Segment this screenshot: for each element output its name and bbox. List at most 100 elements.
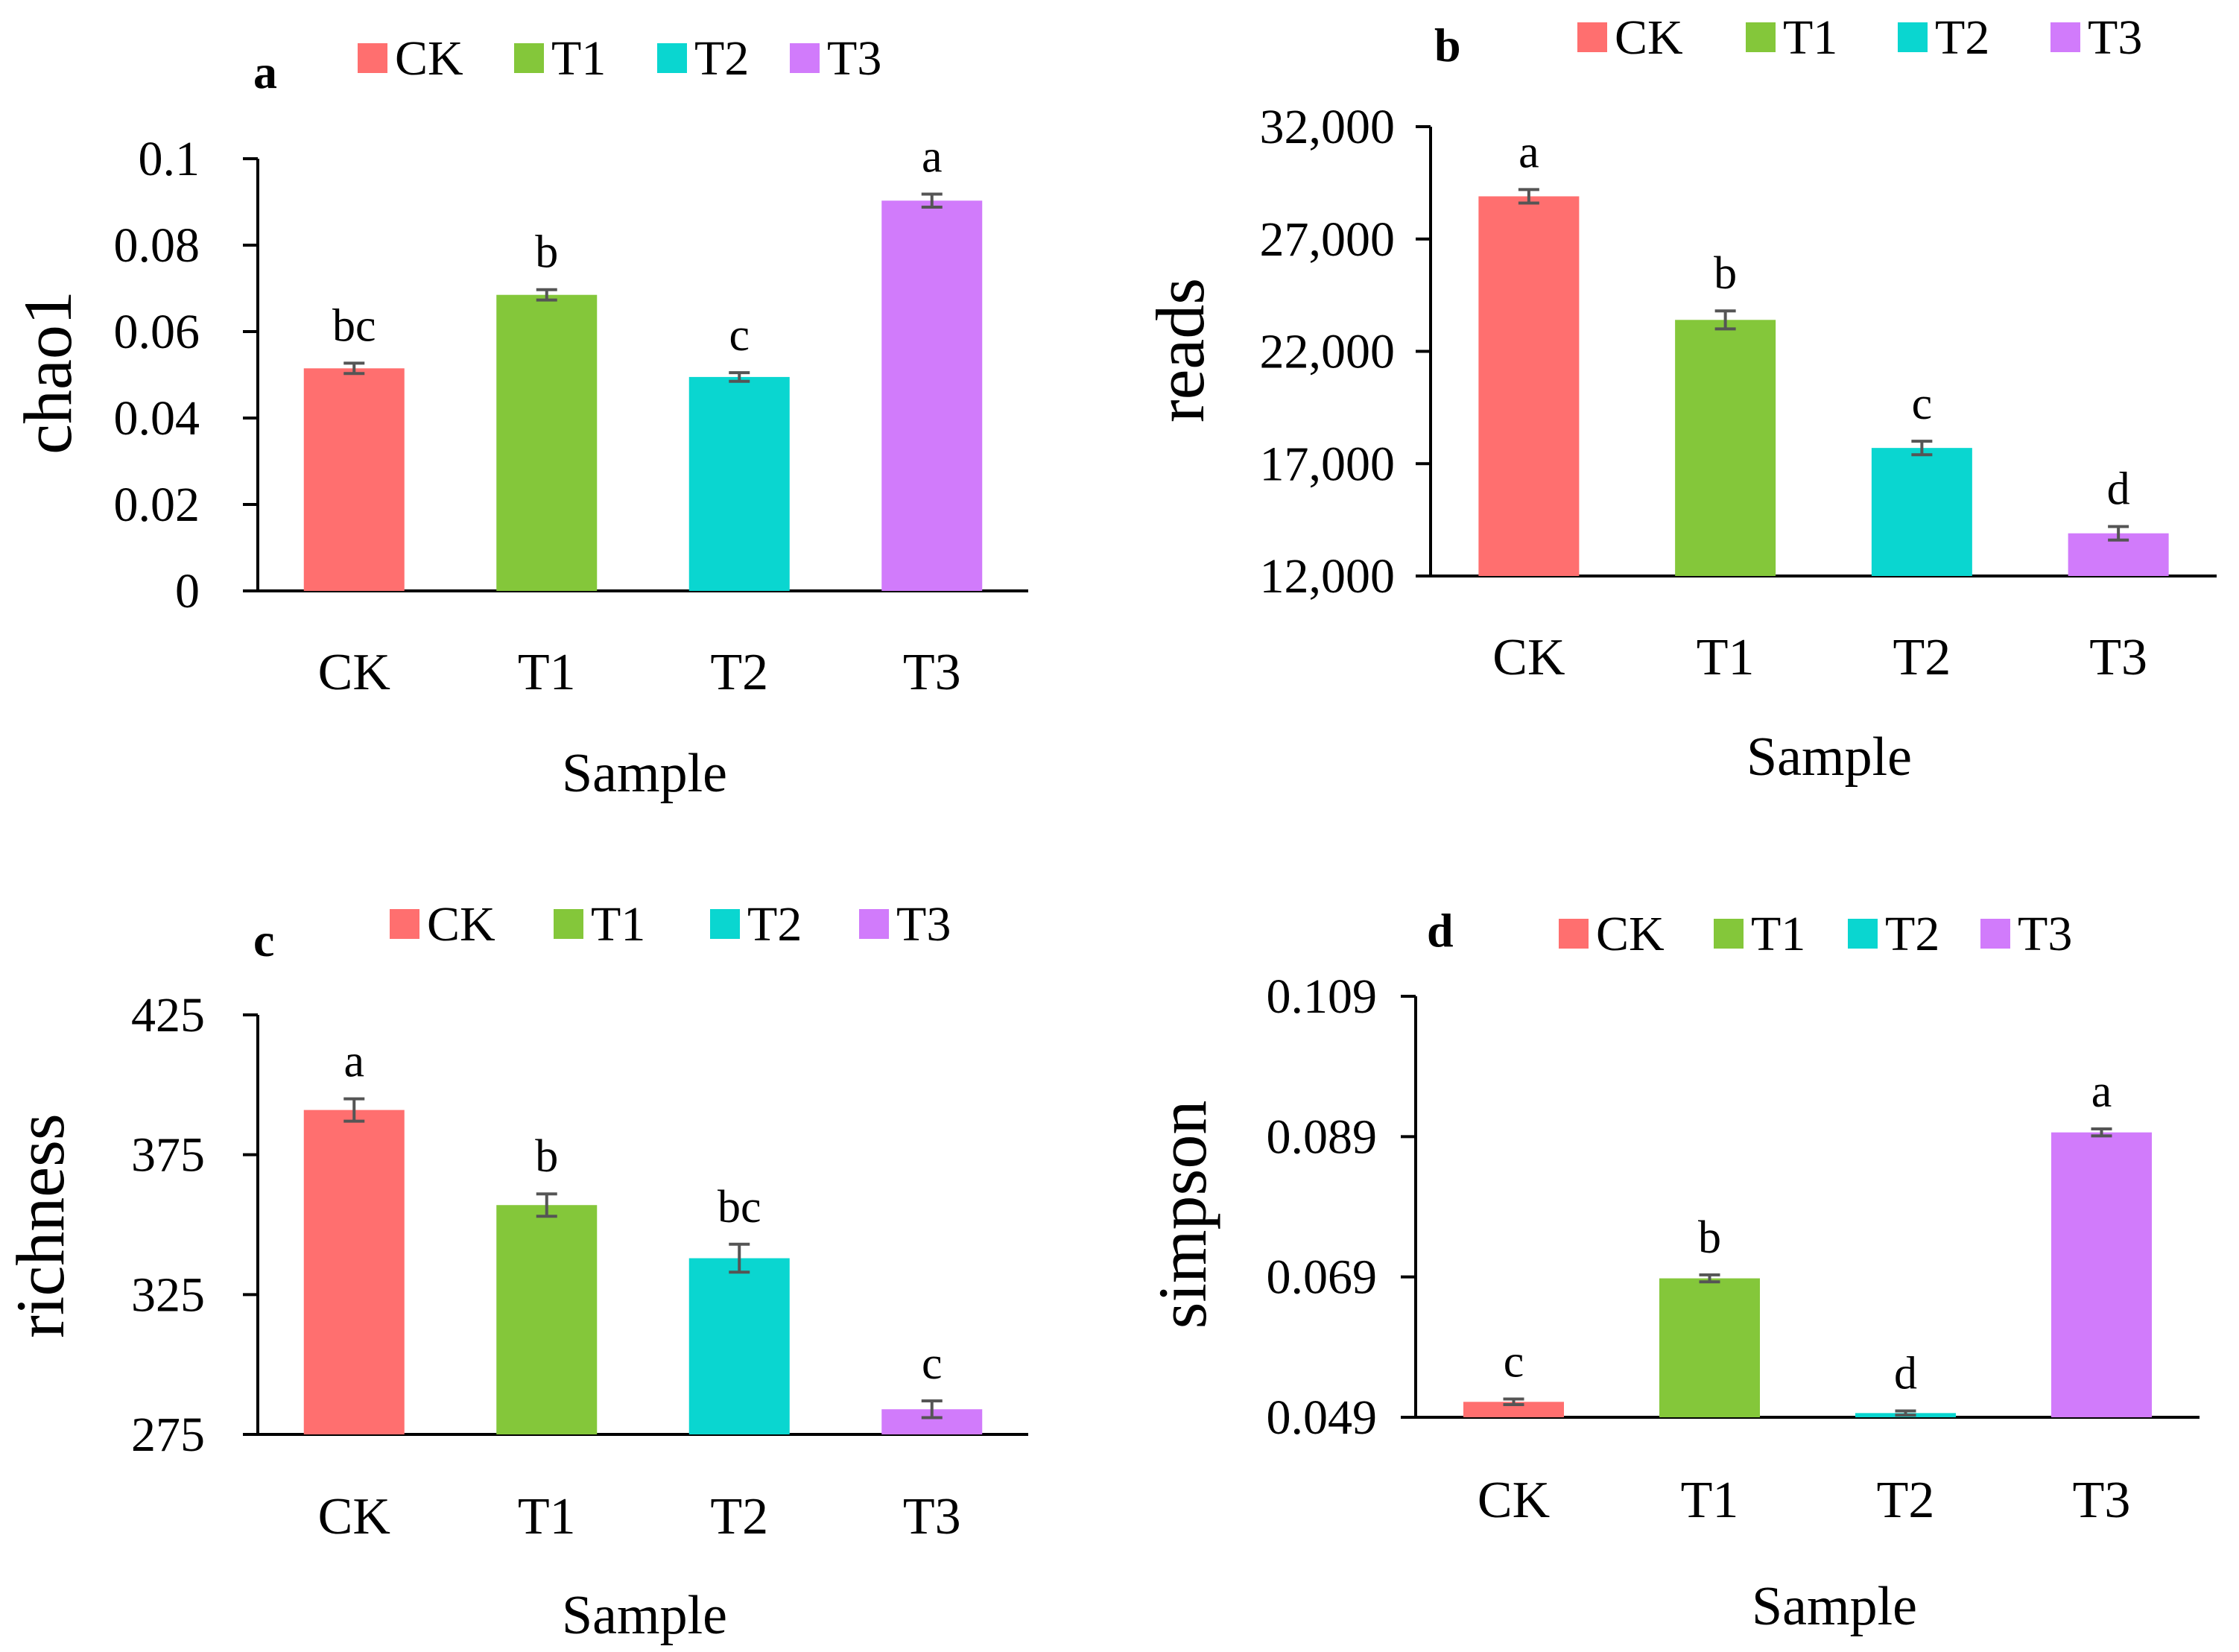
legend-label-t2: T2 — [1885, 907, 1939, 961]
legend-swatch-t2 — [657, 43, 687, 73]
x-axis-title: Sample — [1752, 1576, 1917, 1637]
y-axis-title: simpson — [1144, 1101, 1220, 1329]
error-bar-t2 — [1895, 1409, 1916, 1417]
legend-swatch-t1 — [554, 909, 583, 939]
legend-label-ck: CK — [1615, 10, 1683, 65]
panel-label-b: b — [1434, 19, 1461, 72]
x-axis-title: Sample — [562, 743, 727, 804]
y-tick-label: 0.109 — [1267, 969, 1378, 1024]
x-tick-label-ck: CK — [318, 644, 390, 701]
y-tick-label: 12,000 — [1260, 549, 1396, 604]
bar-t1 — [496, 294, 598, 591]
y-tick-label: 0.1 — [139, 132, 200, 186]
significance-label-t3: a — [2091, 1066, 2112, 1117]
y-tick-label: 275 — [131, 1408, 205, 1462]
bar-t1 — [1659, 1278, 1760, 1417]
bar-t2 — [1871, 448, 1972, 576]
legend-swatch-t2 — [710, 909, 740, 939]
legend-label-t1: T1 — [1751, 907, 1805, 961]
legend-swatch-t3 — [1980, 919, 2010, 949]
y-tick-label: 0.049 — [1267, 1390, 1378, 1445]
error-bar-t2 — [729, 1242, 750, 1274]
error-bar-t3 — [921, 192, 943, 209]
y-tick-label: 325 — [131, 1268, 205, 1322]
chart-panel-c: c CK T1 T2 T3 275 325 375 425 a CK b T1 bc T2 c T3 Sample… — [2, 897, 1028, 1646]
y-tick-label: 0.06 — [114, 305, 200, 359]
bar-t1 — [1675, 320, 1776, 576]
significance-label-t2: bc — [718, 1182, 761, 1232]
y-tick-label: 0.069 — [1267, 1250, 1378, 1305]
legend-label-t3: T3 — [896, 897, 951, 952]
y-tick-label: 0.089 — [1267, 1110, 1378, 1164]
x-tick-label-t1: T1 — [1681, 1472, 1739, 1529]
x-tick-label-ck: CK — [318, 1488, 390, 1545]
bar-t3 — [881, 200, 983, 591]
legend-label-t1: T1 — [591, 897, 645, 952]
chart-panel-a: a CK T1 T2 T3 0 0.02 0.04 0.06 0.08 0.1 bc CK b T1 c T2 a… — [10, 31, 1028, 804]
y-tick-label: 0.04 — [114, 391, 200, 446]
bar-ck — [1478, 196, 1580, 576]
x-tick-label-ck: CK — [1478, 1472, 1550, 1529]
legend-label-t3: T3 — [2018, 907, 2072, 961]
legend-label-ck: CK — [1596, 907, 1665, 961]
legend-swatch-t3 — [790, 43, 820, 73]
bar-t1 — [496, 1205, 598, 1434]
legend-swatch-t1 — [1714, 919, 1744, 949]
legend-label-ck: CK — [395, 31, 463, 86]
bar-ck — [1463, 1402, 1564, 1417]
legend-swatch-t1 — [1746, 22, 1776, 52]
error-bar-ck — [343, 361, 365, 376]
x-axis-title: Sample — [1746, 727, 1912, 788]
significance-label-t1: b — [535, 227, 558, 278]
legend-swatch-t3 — [859, 909, 889, 939]
legend-label-t2: T2 — [694, 31, 749, 86]
panel-label-d: d — [1427, 904, 1454, 957]
error-bar-ck — [1503, 1397, 1524, 1407]
significance-label-t3: c — [922, 1338, 943, 1389]
legend-label-t1: T1 — [551, 31, 606, 86]
y-tick-label: 425 — [131, 988, 205, 1042]
legend-label-t3: T3 — [2088, 10, 2142, 65]
y-tick-label: 0 — [175, 564, 200, 618]
legend-swatch-t1 — [514, 43, 544, 73]
bar-t2 — [688, 1258, 790, 1434]
significance-label-ck: bc — [332, 300, 376, 351]
legend-label-ck: CK — [427, 897, 495, 952]
error-bar-t1 — [1699, 1273, 1720, 1284]
panel-label-a: a — [253, 45, 277, 98]
x-tick-label-t2: T2 — [1877, 1472, 1935, 1529]
legend-swatch-t2 — [1898, 22, 1928, 52]
bar-ck — [303, 1110, 405, 1434]
significance-label-t1: b — [1714, 248, 1737, 299]
x-tick-label-t3: T3 — [2089, 629, 2147, 686]
y-tick-label: 22,000 — [1260, 325, 1396, 379]
x-tick-label-t2: T2 — [710, 1488, 768, 1545]
x-tick-label-t1: T1 — [518, 1488, 576, 1545]
y-tick-label: 375 — [131, 1128, 205, 1183]
significance-label-t1: b — [535, 1131, 558, 1182]
significance-label-t2: d — [1894, 1349, 1917, 1399]
y-tick-label: 32,000 — [1260, 100, 1396, 154]
x-tick-label-t3: T3 — [903, 644, 961, 701]
error-bar-t2 — [729, 371, 750, 383]
legend-swatch-ck — [1559, 919, 1589, 949]
error-bar-t3 — [2108, 525, 2129, 542]
x-tick-label-ck: CK — [1492, 629, 1565, 686]
legend-label-t2: T2 — [747, 897, 802, 952]
bar-ck — [303, 368, 405, 591]
legend-swatch-ck — [358, 43, 387, 73]
y-axis-title: richness — [2, 1113, 78, 1338]
significance-label-t2: c — [1912, 379, 1933, 429]
error-bar-t1 — [536, 288, 557, 302]
y-tick-label: 17,000 — [1260, 437, 1396, 491]
error-bar-ck — [1518, 188, 1539, 205]
bar-t3 — [2051, 1132, 2152, 1417]
y-axis-title: reads — [1142, 278, 1218, 423]
legend-swatch-t2 — [1848, 919, 1878, 949]
panel-label-c: c — [253, 914, 274, 966]
x-tick-label-t2: T2 — [710, 644, 768, 701]
x-tick-label-t2: T2 — [1893, 629, 1951, 686]
legend-swatch-ck — [390, 909, 419, 939]
legend-swatch-t3 — [2050, 22, 2080, 52]
